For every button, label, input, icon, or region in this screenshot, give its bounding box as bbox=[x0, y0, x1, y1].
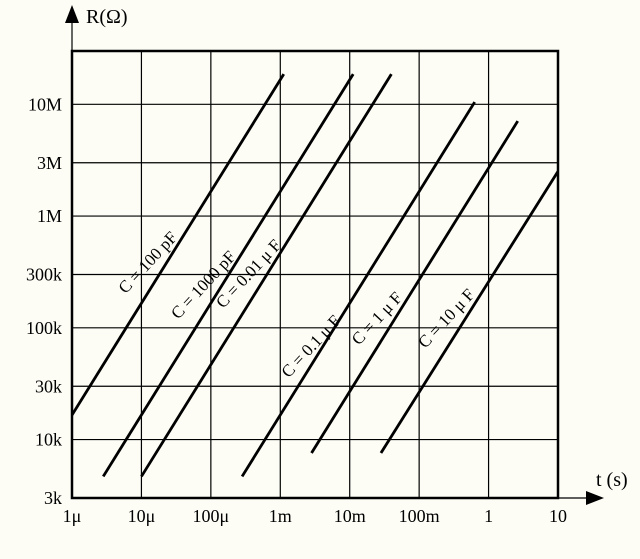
y-tick-label: 1M bbox=[37, 206, 62, 226]
rc-chart: R(Ω) t (s) 10M 3M 1M 300k 100k 30k 10k 3k 1μ 10μ… bbox=[0, 0, 640, 559]
y-tick-label: 3M bbox=[37, 153, 62, 173]
x-axis-title: t (s) bbox=[596, 469, 628, 491]
y-tick-label: 300k bbox=[26, 265, 62, 285]
y-tick-label: 100k bbox=[26, 318, 62, 338]
x-tick-label: 1μ bbox=[63, 506, 82, 526]
y-tick-label: 10k bbox=[35, 430, 62, 450]
x-tick-label: 1 bbox=[484, 506, 493, 526]
x-tick-label: 10 bbox=[549, 506, 567, 526]
x-tick-label: 100μ bbox=[193, 506, 230, 526]
x-tick-label: 10m bbox=[334, 506, 366, 526]
y-tick-label: 30k bbox=[35, 376, 62, 396]
x-tick-label: 10μ bbox=[128, 506, 156, 526]
chart-background bbox=[0, 0, 640, 559]
y-tick-label: 10M bbox=[28, 94, 62, 114]
y-tick-label: 3k bbox=[44, 488, 62, 508]
x-tick-label: 1m bbox=[269, 506, 292, 526]
y-axis-title: R(Ω) bbox=[86, 6, 128, 28]
x-tick-label: 100m bbox=[399, 506, 440, 526]
